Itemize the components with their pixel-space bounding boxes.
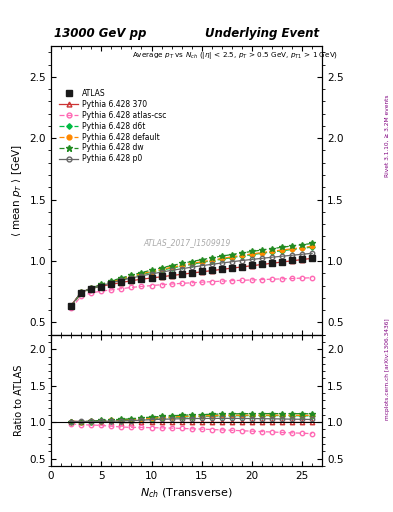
Y-axis label: Ratio to ATLAS: Ratio to ATLAS bbox=[14, 365, 24, 436]
Text: Underlying Event: Underlying Event bbox=[206, 27, 320, 40]
Text: ATLAS_2017_I1509919: ATLAS_2017_I1509919 bbox=[143, 238, 230, 247]
Y-axis label: $\langle$ mean $p_T$ $\rangle$ [GeV]: $\langle$ mean $p_T$ $\rangle$ [GeV] bbox=[10, 144, 24, 237]
Legend: ATLAS, Pythia 6.428 370, Pythia 6.428 atlas-csc, Pythia 6.428 d6t, Pythia 6.428 : ATLAS, Pythia 6.428 370, Pythia 6.428 at… bbox=[58, 88, 168, 165]
Text: mcplots.cern.ch [arXiv:1306.3436]: mcplots.cern.ch [arXiv:1306.3436] bbox=[385, 318, 389, 419]
Text: Rivet 3.1.10, ≥ 3.2M events: Rivet 3.1.10, ≥ 3.2M events bbox=[385, 94, 389, 177]
Text: Average $p_T$ vs $N_{ch}$ ($|\eta|$ < 2.5, $p_T$ > 0.5 GeV, $p_{T1}$ > 1 GeV): Average $p_T$ vs $N_{ch}$ ($|\eta|$ < 2.… bbox=[132, 50, 339, 61]
X-axis label: $N_{ch}$ (Transverse): $N_{ch}$ (Transverse) bbox=[140, 486, 233, 500]
Text: 13000 GeV pp: 13000 GeV pp bbox=[54, 27, 146, 40]
